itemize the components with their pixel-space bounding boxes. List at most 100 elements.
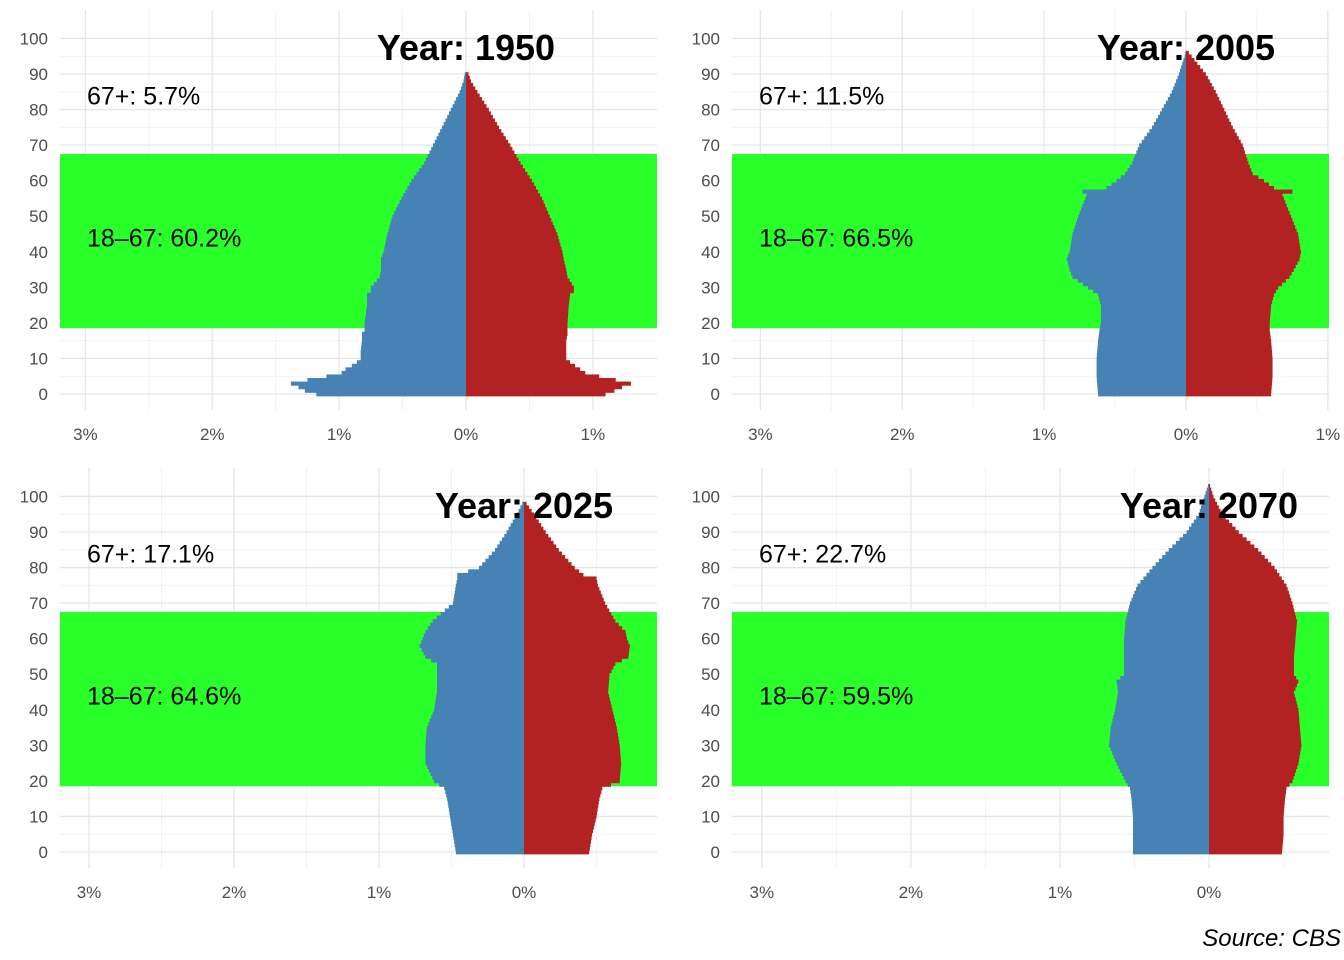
bar-right	[466, 338, 567, 344]
bar-left	[1124, 665, 1209, 670]
bar-left	[405, 189, 466, 194]
bar-right	[1186, 367, 1273, 372]
bar-left	[1205, 491, 1209, 496]
bar-right	[1209, 590, 1289, 595]
bar-right	[524, 761, 622, 766]
bar-left	[384, 246, 466, 251]
bar-right	[1209, 548, 1259, 553]
bar-right	[1209, 580, 1285, 585]
bar-left	[385, 242, 466, 248]
panel-1950: 0 10 20 30 40 50 60 70 80 90 100 3% 2% 1% 0% 1% 67+: 5.7…	[20, 10, 657, 444]
bar-right	[524, 569, 580, 574]
bar-right	[524, 544, 557, 549]
bar-left	[361, 346, 466, 351]
bar-left	[1134, 154, 1186, 159]
bar-left	[1124, 626, 1209, 631]
y-tick-label: 20	[701, 772, 720, 791]
bar-left	[1137, 146, 1186, 152]
y-tick-label: 10	[29, 349, 48, 368]
bar-right	[466, 200, 544, 205]
panel-2025: 0 10 20 30 40 50 60 70 80 90 100 3% 2% 1% 0% 67+: 17.1%…	[20, 468, 657, 902]
bar-left	[457, 576, 524, 581]
bar-left	[427, 154, 466, 159]
bar-left	[395, 207, 466, 212]
bar-right	[524, 793, 601, 798]
bar-left	[454, 843, 524, 848]
bar-right	[524, 604, 608, 610]
bar-left	[394, 210, 466, 216]
bar-right	[1186, 214, 1291, 219]
bar-left	[1066, 257, 1186, 262]
y-tick-label: 60	[701, 630, 720, 649]
bar-left	[1117, 683, 1209, 688]
bar-left	[464, 72, 466, 77]
bar-left	[403, 193, 466, 198]
bar-left	[448, 604, 524, 610]
bar-right	[524, 740, 620, 745]
bar-right	[1186, 274, 1290, 280]
bar-right	[524, 661, 616, 666]
bar-right	[1209, 572, 1280, 578]
bar-right	[466, 292, 571, 297]
bar-right	[1186, 363, 1273, 368]
bar-left	[361, 342, 466, 347]
bar-left	[365, 317, 466, 322]
bar-right	[1186, 150, 1246, 155]
bar-right	[466, 136, 506, 141]
bar-left	[1143, 576, 1209, 581]
bar-right	[1209, 807, 1285, 812]
bar-right	[466, 178, 532, 184]
bar-right	[466, 221, 553, 226]
bar-left	[364, 324, 466, 329]
bar-left	[1180, 68, 1186, 73]
bar-left	[390, 221, 466, 226]
y-tick-label: 30	[701, 278, 720, 297]
bar-left	[1117, 693, 1209, 698]
bar-left	[447, 800, 524, 805]
bar-right	[1209, 804, 1285, 809]
bar-right	[524, 587, 600, 592]
bar-left	[1172, 544, 1209, 549]
source-caption: Source: CBS	[1202, 925, 1341, 952]
bar-right	[524, 683, 609, 688]
bar-left	[1155, 562, 1209, 567]
y-tick-label: 20	[29, 772, 48, 791]
bar-left	[1128, 608, 1209, 613]
y-tick-label: 100	[692, 29, 720, 48]
bar-right	[1209, 729, 1301, 734]
bar-left	[1096, 367, 1186, 372]
panel-2070: 0 10 20 30 40 50 60 70 80 90 100 3% 2% 1% 0% 67+: 22.7%…	[692, 468, 1329, 902]
bar-left	[1096, 378, 1186, 383]
bar-right	[466, 321, 568, 326]
bar-right	[1186, 93, 1218, 98]
bar-left	[1115, 757, 1209, 762]
bar-left	[440, 129, 466, 134]
bar-right	[524, 676, 610, 681]
y-tick-label: 70	[29, 136, 48, 155]
bar-right	[1209, 530, 1239, 535]
bar-left	[1132, 814, 1209, 819]
bar-left	[452, 832, 524, 837]
bar-left	[1207, 484, 1209, 489]
bar-left	[1096, 370, 1186, 376]
bar-right	[1186, 154, 1247, 159]
bar-left	[316, 392, 466, 397]
bar-left	[452, 104, 466, 109]
bar-right	[524, 814, 597, 819]
bar-right	[1186, 72, 1206, 77]
bar-left	[1131, 796, 1209, 802]
panel-title: Year: 2025	[435, 485, 613, 526]
bar-left	[421, 647, 524, 652]
bar-right	[466, 289, 574, 294]
bar-right	[1209, 540, 1251, 546]
bar-right	[524, 708, 613, 713]
bar-left	[1158, 558, 1209, 563]
bar-left	[1189, 526, 1209, 531]
bar-right	[1209, 750, 1301, 755]
bar-right	[1186, 388, 1272, 393]
x-tick-label: 0%	[454, 425, 479, 444]
bar-right	[1209, 658, 1294, 663]
bar-right	[466, 214, 550, 219]
bar-right	[1209, 846, 1283, 851]
